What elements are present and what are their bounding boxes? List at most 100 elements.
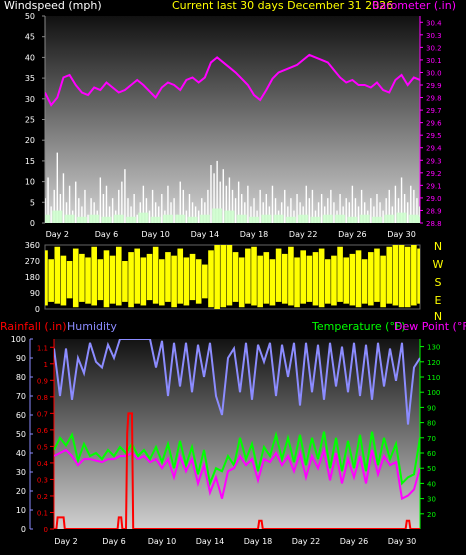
x-tick-label: Day 30 [387, 230, 416, 239]
wind-gust-bar [370, 198, 372, 223]
direction-band [195, 259, 202, 304]
direction-band [177, 248, 184, 304]
compass-label: N [434, 310, 442, 323]
x-tick-label: Day 26 [340, 537, 369, 546]
wind-gust-bar [308, 198, 311, 223]
direction-band [361, 259, 368, 304]
wind-gust-bar [311, 189, 314, 223]
direction-band [165, 252, 171, 302]
wind-gust-bar [179, 181, 181, 223]
rain-tick-label: 1 [44, 361, 48, 369]
wind-gust-bar [253, 198, 255, 223]
humidity-tick-label: 50 [16, 430, 26, 439]
wind-average-bar [101, 216, 112, 223]
x-tick-label: Day 6 [102, 537, 125, 546]
wind-gust-bar [250, 206, 252, 223]
wind-average-bar [322, 214, 333, 223]
wind-gust-bar [244, 202, 246, 223]
direction-band [337, 246, 343, 302]
wind-average-bar [224, 210, 235, 223]
wind-gust-bar [68, 185, 71, 223]
x-tick-label: Day 30 [388, 537, 417, 546]
wind-gust-bar [53, 189, 55, 223]
humidity-tick-label: 80 [16, 373, 26, 382]
wind-gust-bar [191, 202, 194, 223]
barometer-tick-label: 30.3 [426, 32, 442, 40]
wind-average-bar [310, 216, 321, 223]
direction-band [45, 250, 48, 306]
wind-average-bar [298, 214, 309, 223]
temperature-tick-label: 20 [427, 511, 436, 519]
direction-band [140, 257, 147, 306]
direction-band [214, 245, 220, 309]
wind-gust-bar [151, 189, 154, 223]
x-tick-label: Day 10 [141, 230, 170, 239]
direction-band [48, 259, 54, 302]
wind-gust-bar [216, 160, 218, 223]
compass-label: S [435, 276, 442, 289]
wind-tick-label: 25 [25, 116, 35, 125]
wind-gust-bar [376, 194, 378, 223]
chart-title: Current last 30 days December 31 2026 [172, 0, 393, 12]
wind-gust-bar [142, 185, 145, 223]
wind-average-bar [45, 214, 50, 223]
wind-gust-bar [99, 177, 102, 223]
humidity-tick-label: 30 [16, 468, 26, 477]
direction-band [134, 248, 141, 304]
direction-band [411, 245, 417, 306]
wind-gust-bar [234, 198, 237, 223]
wind-gust-bar [47, 177, 49, 223]
wind-gust-bar [93, 202, 95, 223]
wind-average-bar [359, 214, 370, 223]
direction-band [109, 255, 116, 304]
wind-gust-bar [118, 189, 120, 223]
wind-tick-label: 15 [25, 157, 35, 166]
rain-tick-label: 0.2 [37, 493, 48, 501]
x-tick-label: Day 22 [292, 537, 321, 546]
wind-gust-bar [416, 198, 418, 223]
direction-band [60, 255, 67, 306]
wind-gust-bar [201, 198, 203, 223]
direction-band [183, 257, 190, 306]
wind-gust-bar [394, 185, 397, 223]
x-tick-label: Day 2 [46, 230, 69, 239]
wind-gust-bar [213, 173, 215, 223]
wind-average-bar [273, 214, 284, 223]
x-tick-label: Day 22 [289, 230, 318, 239]
wind-gust-bar [130, 206, 132, 223]
direction-band [306, 255, 313, 302]
temperature-tick-label: 110 [427, 374, 440, 382]
rain-tick-label: 1.1 [37, 344, 48, 352]
wind-average-bar [236, 214, 247, 223]
direction-band [122, 261, 128, 302]
wind-gust-bar [280, 202, 283, 223]
wind-tick-label: 50 [25, 12, 35, 21]
wind-gust-bar [379, 202, 381, 223]
wind-average-bar [76, 216, 87, 223]
wind-average-bar [126, 216, 137, 223]
rainfall-line [54, 412, 420, 529]
humidity-tick-label: 40 [16, 449, 26, 458]
direction-band [245, 248, 251, 304]
wind-average-bar [52, 210, 63, 223]
wind-average-bar [89, 214, 100, 223]
wind-gust-bar [327, 198, 329, 223]
wind-average-bar [261, 214, 272, 223]
wind-gust-bar [161, 194, 163, 223]
wind-gust-bar [204, 202, 206, 223]
wind-gust-bar [330, 189, 332, 223]
barometer-tick-label: 29.3 [426, 157, 442, 165]
direction-band [288, 246, 294, 306]
wind-gust-bar [194, 206, 197, 223]
wind-gust-bar [225, 185, 228, 223]
direction-band [355, 250, 362, 308]
wind-gust-bar [111, 198, 114, 223]
barometer-tick-label: 30.1 [426, 57, 442, 65]
direction-band [312, 252, 319, 306]
barometer-tick-label: 30.2 [426, 44, 442, 52]
wind-gust-bar [351, 185, 354, 223]
direction-band [85, 257, 91, 304]
wind-average-bar [212, 208, 223, 223]
x-tick-label: Day 10 [148, 537, 177, 546]
wind-gust-bar [124, 169, 126, 223]
